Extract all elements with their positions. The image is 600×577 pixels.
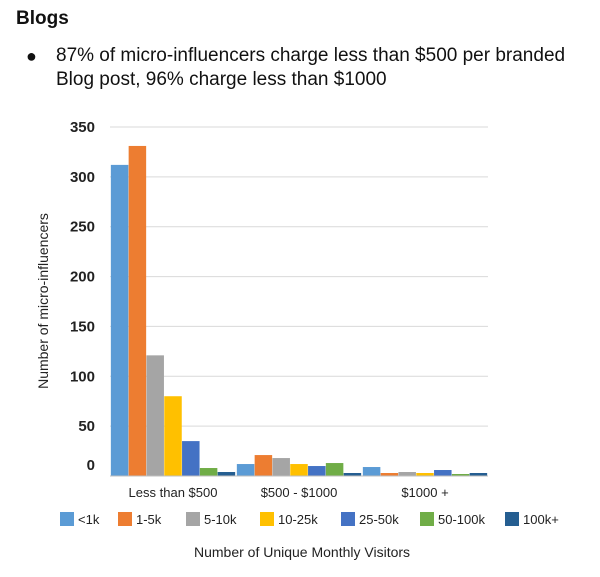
legend-label: 25-50k (359, 512, 399, 527)
bullet-point: ● 87% of micro-influencers charge less t… (26, 44, 596, 92)
bar--500-1000-10-25k (290, 464, 308, 476)
bar-less-than-500-5-10k (146, 355, 164, 476)
bar--500-1000-100k (343, 473, 362, 476)
bar--1000--5-10k (398, 472, 416, 476)
legend-swatch (186, 512, 200, 526)
y-tick-label: 350 (70, 119, 95, 136)
bullet-dot-icon: ● (26, 46, 37, 66)
x-tick-label: $1000 + (401, 485, 448, 500)
legend-label: 100k+ (523, 512, 559, 527)
x-tick-label: Less than $500 (129, 485, 218, 500)
bullet-text: 87% of micro-influencers charge less tha… (56, 45, 566, 90)
y-axis-ticks: 0 50 100 150 200 250 300 350 (70, 119, 95, 474)
legend-swatch (420, 512, 434, 526)
legend-label: 10-25k (278, 512, 318, 527)
bars (110, 145, 488, 477)
y-axis-label: Number of micro-influencers (35, 213, 51, 389)
bar-less-than-500-50-100k (199, 468, 218, 476)
y-tick-label: 150 (70, 318, 95, 335)
bar--1000--25-50k (434, 470, 452, 476)
legend-swatch (60, 512, 74, 526)
bar-less-than-500-1k (110, 164, 129, 477)
legend-label: 1-5k (136, 512, 162, 527)
bar--500-1000-50-100k (325, 463, 344, 476)
bar-less-than-500-1-5k (128, 145, 147, 476)
legend-label: 50-100k (438, 512, 485, 527)
y-tick-label: 200 (70, 269, 95, 286)
y-tick-label: 0 (87, 457, 95, 474)
y-tick-label: 250 (70, 219, 95, 236)
legend-label: <1k (78, 512, 100, 527)
x-axis-label: Number of Unique Monthly Visitors (194, 544, 410, 560)
x-axis-ticks: Less than $500 $500 - $1000 $1000 + (129, 485, 449, 500)
legend-swatch (118, 512, 132, 526)
grid-lines (110, 126, 488, 427)
bar--1000--10-25k (416, 473, 434, 476)
legend-swatch (341, 512, 355, 526)
bar--500-1000-5-10k (272, 458, 290, 476)
legend-swatch (505, 512, 519, 526)
x-tick-label: $500 - $1000 (261, 485, 338, 500)
legend-swatch (260, 512, 274, 526)
y-tick-label: 50 (78, 418, 95, 435)
bar-less-than-500-10-25k (164, 396, 182, 476)
bar-less-than-500-25-50k (182, 441, 200, 476)
legend-label: 5-10k (204, 512, 237, 527)
bar--500-1000-1-5k (254, 455, 273, 476)
bar--1000--1-5k (380, 473, 399, 476)
legend: <1k 1-5k 5-10k 10-25k 25-50k 50-100k 100k+ (60, 512, 559, 527)
y-tick-label: 100 (70, 368, 95, 385)
bar--500-1000-25-50k (308, 466, 326, 476)
bar--1000--1k (362, 467, 381, 476)
y-tick-label: 300 (70, 169, 95, 186)
section-heading: Blogs (16, 8, 69, 29)
bar--500-1000-1k (236, 464, 255, 476)
bar--1000--100k (469, 473, 488, 476)
bar-less-than-500-100k (217, 472, 236, 476)
bar--1000--50-100k (451, 474, 470, 476)
